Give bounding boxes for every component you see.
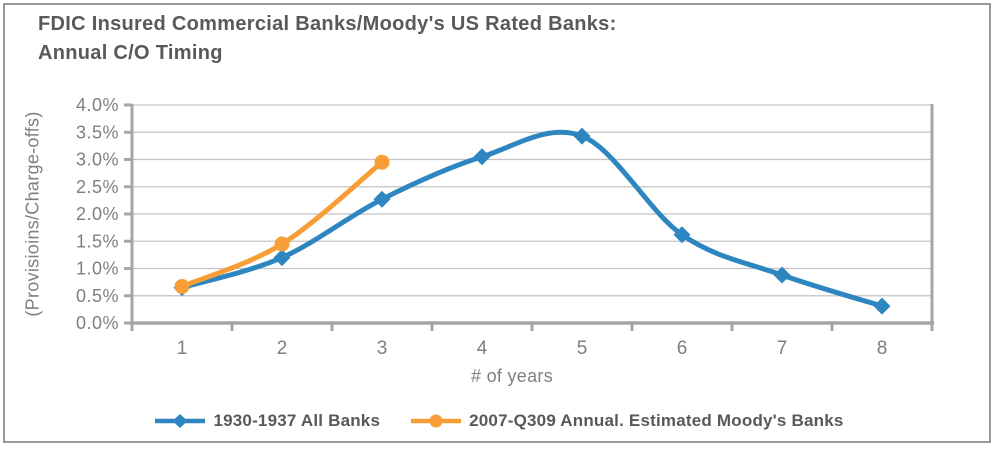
x-tick-label: 3	[377, 338, 388, 359]
x-axis-title: # of years	[470, 366, 554, 386]
y-tick-label: 3.0%	[76, 150, 119, 170]
legend-line-diamond-icon	[155, 414, 206, 428]
y-tick-label: 1.5%	[76, 231, 119, 251]
legend-label: 2007-Q309 Annual. Estimated Moody's Bank…	[469, 411, 844, 430]
x-tick-label: 2	[277, 338, 288, 359]
data-point-circle	[374, 154, 390, 170]
chart-outer-border	[3, 3, 991, 443]
y-tick-label: 2.0%	[76, 204, 119, 224]
data-point-diamond	[873, 297, 891, 315]
series-line-0	[179, 129, 885, 309]
data-point-diamond	[773, 266, 791, 284]
data-point-circle	[174, 279, 190, 294]
series-line-1	[179, 159, 385, 289]
y-tick-label: 0.5%	[76, 286, 119, 306]
chart-title-line1: FDIC Insured Commercial Banks/Moody's US…	[38, 13, 617, 35]
chart-title-line2: Annual C/O Timing	[38, 42, 223, 64]
x-tick-label: 5	[577, 338, 588, 359]
data-point-diamond	[473, 148, 491, 166]
x-tick-label: 6	[677, 338, 688, 359]
legend-item-2007-q309-moodys-banks: 2007-Q309 Annual. Estimated Moody's Bank…	[410, 411, 843, 431]
data-point-circle	[274, 236, 290, 252]
legend: 1930-1937 All Banks 2007-Q309 Annual. Es…	[0, 407, 998, 435]
x-tick-label: 1	[177, 338, 188, 359]
x-tick-label: 7	[777, 338, 788, 359]
x-tick-label: 8	[877, 338, 888, 359]
chart-title: FDIC Insured Commercial Banks/Moody's US…	[38, 10, 617, 68]
y-tick-label: 0.0%	[76, 313, 119, 333]
data-point-diamond	[373, 190, 391, 208]
data-point-diamond	[673, 226, 691, 244]
x-tick-label: 4	[477, 338, 488, 359]
data-point-diamond	[573, 127, 591, 145]
data-point-diamond	[273, 249, 291, 267]
legend-label: 1930-1937 All Banks	[213, 411, 381, 430]
y-tick-label: 3.5%	[76, 122, 119, 142]
legend-line-circle-icon	[411, 414, 462, 428]
legend-item-1930-1937-all-banks: 1930-1937 All Banks	[154, 411, 380, 431]
y-tick-label: 4.0%	[76, 95, 119, 115]
y-tick-label: 1.0%	[76, 259, 119, 279]
y-tick-label: 2.5%	[76, 177, 119, 197]
